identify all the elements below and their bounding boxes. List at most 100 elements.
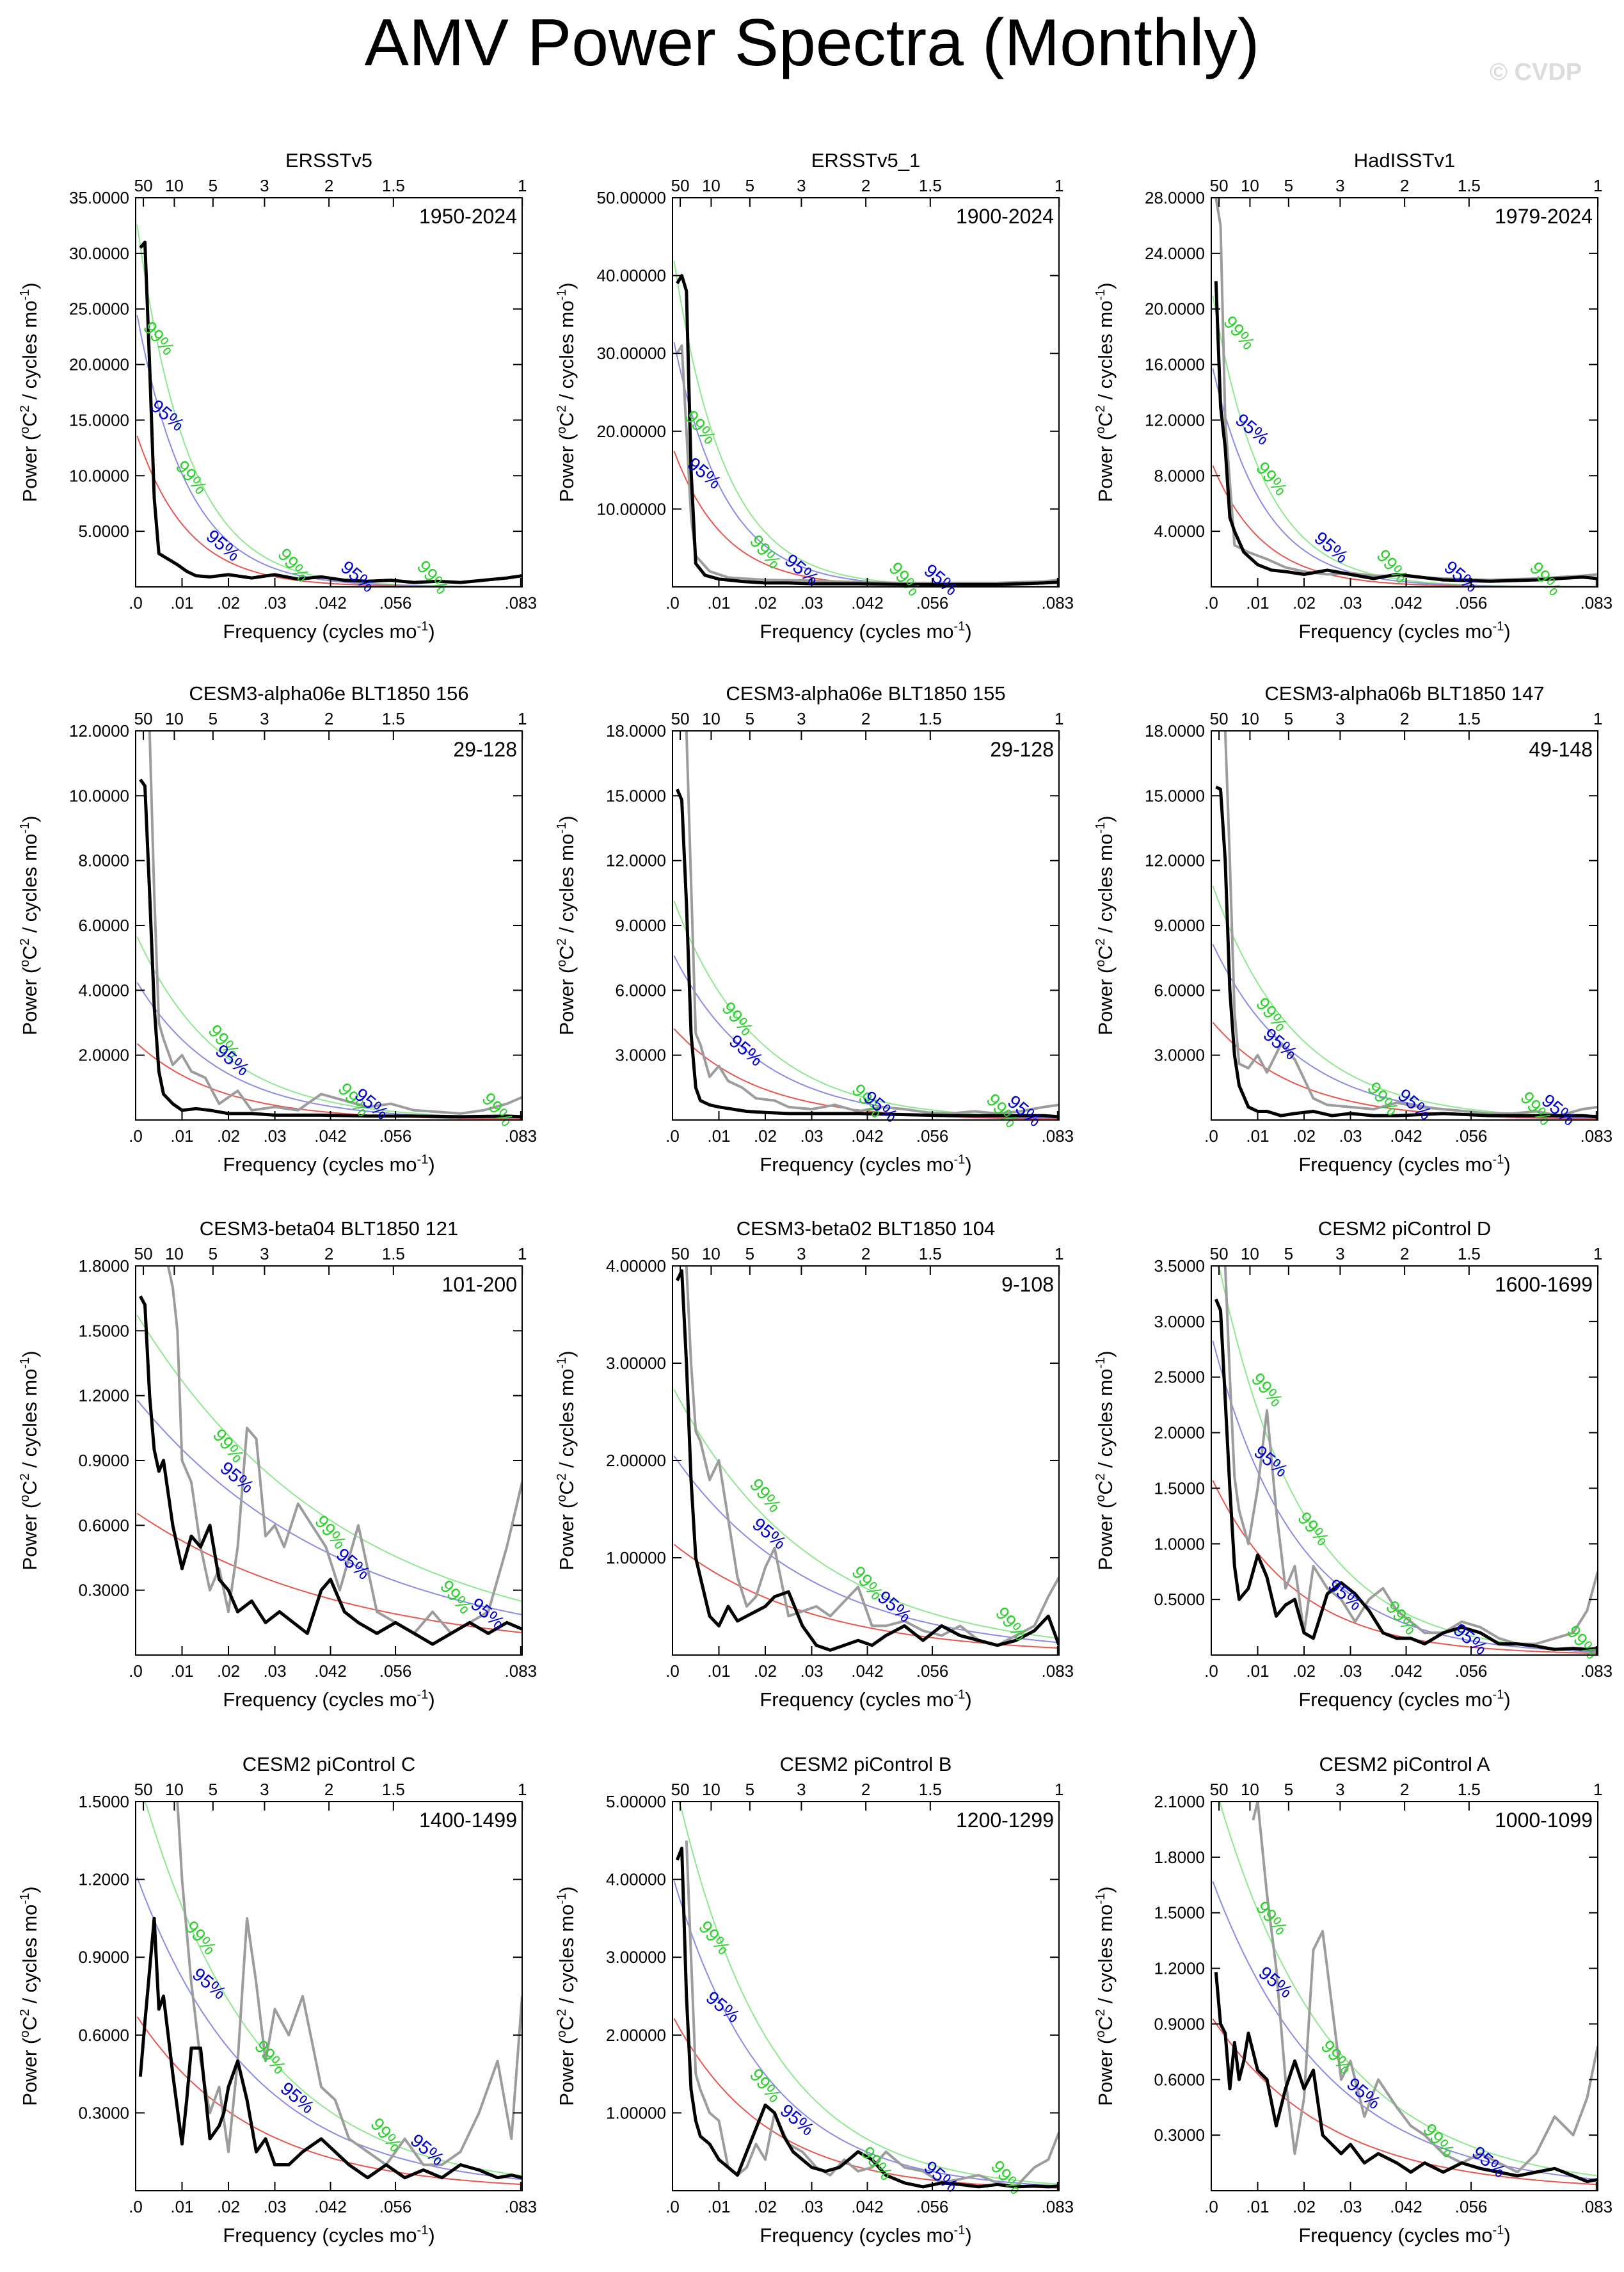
panel-title: CESM3-beta02 BLT1850 104 <box>736 1217 995 1240</box>
y-tick-label: 6.0000 <box>78 916 129 935</box>
top-tick-label: 50 <box>134 709 153 728</box>
significance-99-curve <box>673 260 1059 587</box>
top-tick-label: 50 <box>671 1780 690 1799</box>
obs-spectrum-grey <box>176 1802 522 2166</box>
y-tick-label: 18.0000 <box>1145 721 1205 740</box>
plot-frame <box>1211 197 1598 588</box>
top-tick-label: 5 <box>745 176 754 195</box>
y-tick-label: 3.0000 <box>615 1046 666 1065</box>
plot-area: CESM3-beta02 BLT1850 1049-10899%99%99%95… <box>555 1217 1074 1711</box>
label-99: 99% <box>1317 2036 1357 2078</box>
obs-spectrum-grey <box>685 1840 1059 2188</box>
red-noise-curve <box>136 2016 522 2186</box>
label-99: 99% <box>1563 1622 1602 1663</box>
y-axis-label: Power (oC2 / cycles mo-1) <box>1094 1350 1117 1570</box>
red-noise-curve <box>136 435 522 587</box>
x-tick-label: .083 <box>505 2197 537 2216</box>
top-tick-label: 5 <box>745 1244 754 1263</box>
label-99: 99% <box>1247 1369 1287 1411</box>
y-tick-label: 0.3000 <box>78 1581 129 1600</box>
x-tick-label: .083 <box>1580 1126 1613 1146</box>
x-tick-label: .056 <box>1455 2197 1488 2216</box>
x-tick-label: .083 <box>1580 2197 1613 2216</box>
plot-frame <box>135 197 523 588</box>
x-axis-label: Frequency (cycles mo-1) <box>760 620 971 643</box>
x-tick-label: .042 <box>1390 2197 1422 2216</box>
plot-area: CESM2 piControl A1000-109999%99%99%95%95… <box>1094 1753 1612 2246</box>
top-tick-label: 50 <box>1210 1780 1229 1799</box>
y-tick-label: 4.0000 <box>1154 522 1205 541</box>
top-tick-label: 10 <box>1241 1244 1259 1263</box>
y-tick-label: 4.0000 <box>78 980 129 1000</box>
label-95: 95% <box>466 1594 508 1634</box>
x-tick-label: .01 <box>707 1126 730 1146</box>
label-99: 99% <box>694 1917 734 1959</box>
label-99: 99% <box>745 531 785 573</box>
x-tick-label: .056 <box>379 1126 412 1146</box>
top-tick-label: 1 <box>1593 1780 1602 1799</box>
y-tick-label: 12.0000 <box>69 721 129 740</box>
y-tick-label: 20.0000 <box>69 355 129 374</box>
y-tick-label: 3.0000 <box>1154 1312 1205 1331</box>
significance-95-curve <box>673 342 1059 587</box>
chart-panel: CESM3-beta02 BLT1850 1049-10899%99%99%95… <box>555 1217 1074 1711</box>
significance-95-curve <box>136 982 522 1119</box>
label-99: 99% <box>273 545 313 586</box>
x-axis-label: Frequency (cycles mo-1) <box>1298 1153 1510 1176</box>
red-noise-curve <box>673 451 1059 587</box>
label-95: 95% <box>1231 410 1273 449</box>
chart-panel: CESM3-beta04 BLT1850 121101-20099%99%99%… <box>18 1217 537 1711</box>
x-tick-label: .083 <box>505 593 537 612</box>
x-tick-label: .01 <box>707 2197 730 2216</box>
spectrum-line <box>139 241 522 584</box>
top-tick-label: 1.5 <box>919 709 942 728</box>
y-tick-label: 2.0000 <box>78 1046 129 1065</box>
y-tick-label: 18.0000 <box>606 721 666 740</box>
panel-title: CESM2 piControl C <box>243 1753 415 1775</box>
chart-panel: CESM2 piControl A1000-109999%99%99%95%95… <box>1094 1753 1612 2246</box>
y-axis-label: Power (oC2 / cycles mo-1) <box>555 282 578 502</box>
top-tick-label: 1.5 <box>382 709 405 728</box>
y-tick-label: 10.0000 <box>69 466 129 485</box>
x-tick-label: .083 <box>1042 1126 1074 1146</box>
year-range: 1900-2024 <box>956 205 1054 228</box>
top-tick-label: 10 <box>702 176 720 195</box>
year-range: 1200-1299 <box>956 1809 1054 1832</box>
x-axis-label: Frequency (cycles mo-1) <box>1298 1688 1510 1711</box>
top-tick-label: 2 <box>861 709 870 728</box>
x-axis-label: Frequency (cycles mo-1) <box>223 2223 434 2246</box>
top-tick-label: 3 <box>1335 176 1344 195</box>
label-99: 99% <box>745 2065 785 2107</box>
curves <box>136 224 522 587</box>
top-tick-label: 2 <box>324 1780 333 1799</box>
x-tick-label: .03 <box>800 593 823 612</box>
label-99: 99% <box>1252 1898 1291 1939</box>
top-tick-label: 1.5 <box>1458 176 1481 195</box>
top-tick-label: 3 <box>1335 1780 1344 1799</box>
top-tick-label: 1 <box>1055 176 1063 195</box>
year-range: 101-200 <box>442 1273 517 1296</box>
year-range: 1600-1699 <box>1495 1273 1593 1296</box>
x-tick-label: .02 <box>754 1126 777 1146</box>
top-tick-label: 1 <box>1593 176 1602 195</box>
obs-spectrum-grey <box>148 731 522 1115</box>
x-tick-label: .042 <box>314 1661 347 1681</box>
y-tick-label: 0.3000 <box>78 2103 129 2122</box>
top-tick-label: 10 <box>165 1780 184 1799</box>
y-tick-label: 2.1000 <box>1154 1792 1205 1811</box>
obs-spectrum-grey <box>166 1266 522 1635</box>
x-tick-label: .083 <box>1042 1661 1074 1681</box>
curves <box>136 1266 522 1646</box>
top-tick-label: 10 <box>1241 709 1259 728</box>
x-tick-label: .056 <box>1455 1126 1488 1146</box>
top-tick-label: 2 <box>861 1780 870 1799</box>
label-95: 95% <box>188 1964 230 2004</box>
x-tick-label: .03 <box>1339 593 1362 612</box>
x-tick-label: .0 <box>665 2197 680 2216</box>
curves <box>1212 198 1598 587</box>
y-tick-label: 2.0000 <box>1154 1423 1205 1443</box>
top-tick-label: 2 <box>324 176 333 195</box>
x-tick-label: .03 <box>1339 2197 1362 2216</box>
